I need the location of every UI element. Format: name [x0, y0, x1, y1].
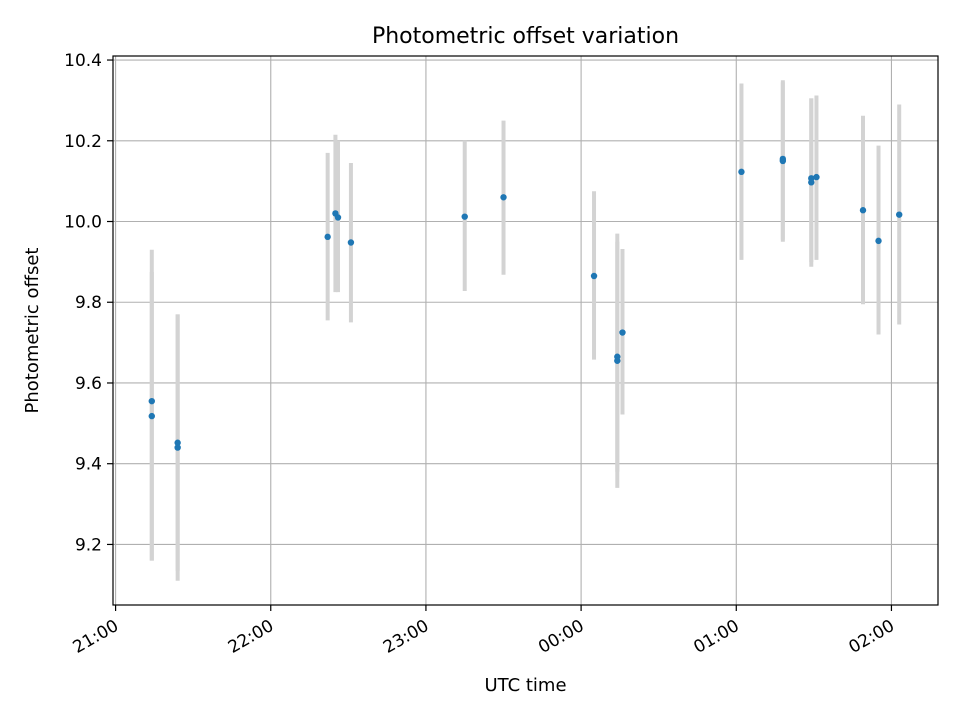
data-point: [813, 173, 820, 181]
y-tick-label: 10.2: [64, 132, 102, 152]
y-tick-label: 9.8: [75, 293, 102, 313]
data-point: [500, 194, 507, 201]
data-point: [779, 157, 787, 165]
y-tick-label: 9.2: [75, 535, 102, 555]
data-point: [619, 329, 626, 336]
x-axis-label: UTC time: [484, 675, 566, 696]
data-point: [859, 207, 867, 214]
data-point: [334, 214, 342, 221]
data-point: [148, 397, 155, 405]
data-point: [896, 211, 903, 218]
data-point: [174, 439, 181, 446]
data-points: [148, 155, 903, 451]
y-tick-label: 10.0: [64, 213, 102, 233]
plot-frame: [112, 55, 939, 606]
y-axis-ticks: 9.2 9.4 9.6 9.8 10.0 10.2 10.4: [64, 51, 113, 555]
y-tick-label: 9.6: [75, 374, 102, 394]
data-point: [461, 213, 468, 220]
data-point: [738, 168, 745, 176]
chart-title: Photometric offset variation: [372, 24, 679, 49]
data-point: [148, 412, 155, 420]
data-point: [590, 272, 598, 280]
grid-lines: [113, 56, 938, 605]
data-point: [875, 237, 882, 245]
data-point: [174, 444, 181, 451]
y-tick-label: 9.4: [75, 455, 102, 475]
data-point: [808, 175, 815, 182]
y-axis-label: Photometric offset: [22, 248, 43, 414]
data-point: [324, 233, 331, 241]
data-point: [614, 357, 621, 364]
data-point: [347, 239, 355, 246]
y-tick-label: 10.4: [64, 51, 102, 71]
